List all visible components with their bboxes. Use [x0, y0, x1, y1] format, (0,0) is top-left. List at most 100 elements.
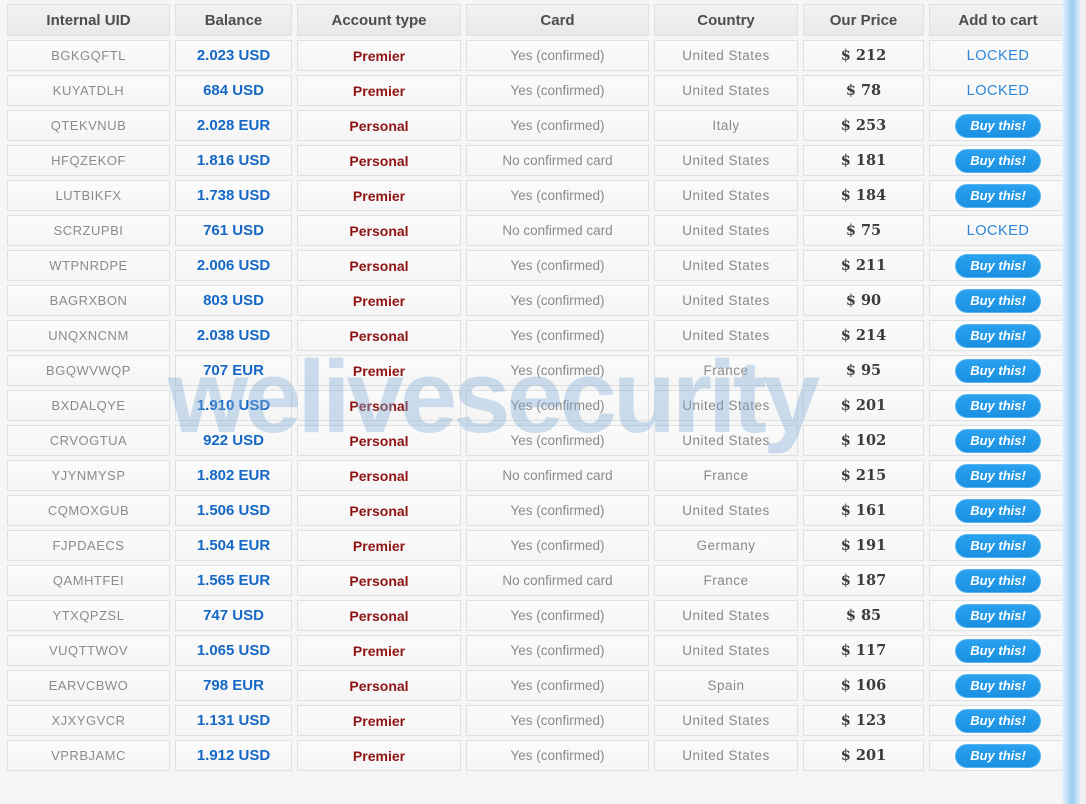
country-cell: United States [654, 495, 798, 526]
country-cell: United States [654, 40, 798, 71]
action-cell: Buy this! [929, 565, 1067, 596]
action-cell: Buy this! [929, 110, 1067, 141]
buy-button[interactable]: Buy this! [955, 323, 1041, 348]
balance-cell: 798 EUR [175, 670, 292, 701]
card-cell: Yes (confirmed) [466, 530, 649, 561]
uid-cell: YTXQPZSL [7, 600, 170, 631]
uid-cell: KUYATDLH [7, 75, 170, 106]
price-cell: $ 191 [803, 530, 924, 561]
balance-cell: 1.506 USD [175, 495, 292, 526]
buy-button[interactable]: Buy this! [955, 113, 1041, 138]
uid-cell: FJPDAECS [7, 530, 170, 561]
buy-button[interactable]: Buy this! [955, 568, 1041, 593]
table-row: BXDALQYE 1.910 USD Personal Yes (confirm… [7, 390, 1067, 421]
uid-cell: VUQTTWOV [7, 635, 170, 666]
balance-cell: 1.131 USD [175, 705, 292, 736]
account-type-cell: Premier [297, 285, 461, 316]
card-cell: Yes (confirmed) [466, 740, 649, 771]
card-cell: Yes (confirmed) [466, 250, 649, 281]
buy-button[interactable]: Buy this! [955, 498, 1041, 523]
buy-button[interactable]: Buy this! [955, 148, 1041, 173]
country-cell: United States [654, 285, 798, 316]
price-cell: $ 184 [803, 180, 924, 211]
card-cell: Yes (confirmed) [466, 75, 649, 106]
account-type-cell: Personal [297, 565, 461, 596]
action-cell: LOCKED [929, 215, 1067, 246]
action-cell: LOCKED [929, 75, 1067, 106]
account-type-cell: Premier [297, 40, 461, 71]
action-cell: Buy this! [929, 390, 1067, 421]
buy-button[interactable]: Buy this! [955, 743, 1041, 768]
uid-cell: YJYNMYSP [7, 460, 170, 491]
country-cell: United States [654, 390, 798, 421]
country-cell: France [654, 565, 798, 596]
table-row: WTPNRDPE 2.006 USD Personal Yes (confirm… [7, 250, 1067, 281]
balance-cell: 707 EUR [175, 355, 292, 386]
price-cell: $ 214 [803, 320, 924, 351]
table-row: SCRZUPBI 761 USD Personal No confirmed c… [7, 215, 1067, 246]
table-row: BAGRXBON 803 USD Premier Yes (confirmed)… [7, 285, 1067, 316]
uid-cell: UNQXNCNM [7, 320, 170, 351]
price-cell: $ 215 [803, 460, 924, 491]
price-cell: $ 95 [803, 355, 924, 386]
balance-cell: 1.738 USD [175, 180, 292, 211]
column-header-card: Card [466, 4, 649, 36]
table-row: VUQTTWOV 1.065 USD Premier Yes (confirme… [7, 635, 1067, 666]
account-type-cell: Premier [297, 705, 461, 736]
card-cell: Yes (confirmed) [466, 320, 649, 351]
card-cell: No confirmed card [466, 215, 649, 246]
uid-cell: XJXYGVCR [7, 705, 170, 736]
table-row: BGQWVWQP 707 EUR Premier Yes (confirmed)… [7, 355, 1067, 386]
action-cell: Buy this! [929, 320, 1067, 351]
action-cell: Buy this! [929, 145, 1067, 176]
account-type-cell: Personal [297, 600, 461, 631]
buy-button[interactable]: Buy this! [955, 183, 1041, 208]
country-cell: United States [654, 425, 798, 456]
buy-button[interactable]: Buy this! [955, 673, 1041, 698]
price-cell: $ 78 [803, 75, 924, 106]
buy-button[interactable]: Buy this! [955, 253, 1041, 278]
country-cell: United States [654, 145, 798, 176]
account-type-cell: Personal [297, 215, 461, 246]
balance-cell: 1.504 EUR [175, 530, 292, 561]
balance-cell: 803 USD [175, 285, 292, 316]
price-cell: $ 212 [803, 40, 924, 71]
buy-button[interactable]: Buy this! [955, 463, 1041, 488]
action-cell: Buy this! [929, 425, 1067, 456]
buy-button[interactable]: Buy this! [955, 288, 1041, 313]
table-row: CQMOXGUB 1.506 USD Personal Yes (confirm… [7, 495, 1067, 526]
country-cell: United States [654, 635, 798, 666]
price-cell: $ 187 [803, 565, 924, 596]
account-type-cell: Personal [297, 145, 461, 176]
locked-label: LOCKED [966, 48, 1030, 64]
action-cell: LOCKED [929, 40, 1067, 71]
price-cell: $ 123 [803, 705, 924, 736]
buy-button[interactable]: Buy this! [955, 603, 1041, 628]
account-type-cell: Personal [297, 250, 461, 281]
table-row: YTXQPZSL 747 USD Personal Yes (confirmed… [7, 600, 1067, 631]
buy-button[interactable]: Buy this! [955, 638, 1041, 663]
card-cell: Yes (confirmed) [466, 670, 649, 701]
uid-cell: BGKGQFTL [7, 40, 170, 71]
price-cell: $ 181 [803, 145, 924, 176]
table-row: EARVCBWO 798 EUR Personal Yes (confirmed… [7, 670, 1067, 701]
action-cell: Buy this! [929, 180, 1067, 211]
accounts-table-wrap: Internal UID Balance Account type Card C… [2, 0, 1067, 775]
locked-label: LOCKED [966, 83, 1030, 99]
uid-cell: EARVCBWO [7, 670, 170, 701]
balance-cell: 2.023 USD [175, 40, 292, 71]
uid-cell: HFQZEKOF [7, 145, 170, 176]
buy-button[interactable]: Buy this! [955, 428, 1041, 453]
buy-button[interactable]: Buy this! [955, 358, 1041, 383]
balance-cell: 1.912 USD [175, 740, 292, 771]
account-type-cell: Personal [297, 495, 461, 526]
uid-cell: QTEKVNUB [7, 110, 170, 141]
buy-button[interactable]: Buy this! [955, 533, 1041, 558]
action-cell: Buy this! [929, 530, 1067, 561]
buy-button[interactable]: Buy this! [955, 393, 1041, 418]
card-cell: Yes (confirmed) [466, 705, 649, 736]
price-cell: $ 75 [803, 215, 924, 246]
account-type-cell: Personal [297, 425, 461, 456]
buy-button[interactable]: Buy this! [955, 708, 1041, 733]
